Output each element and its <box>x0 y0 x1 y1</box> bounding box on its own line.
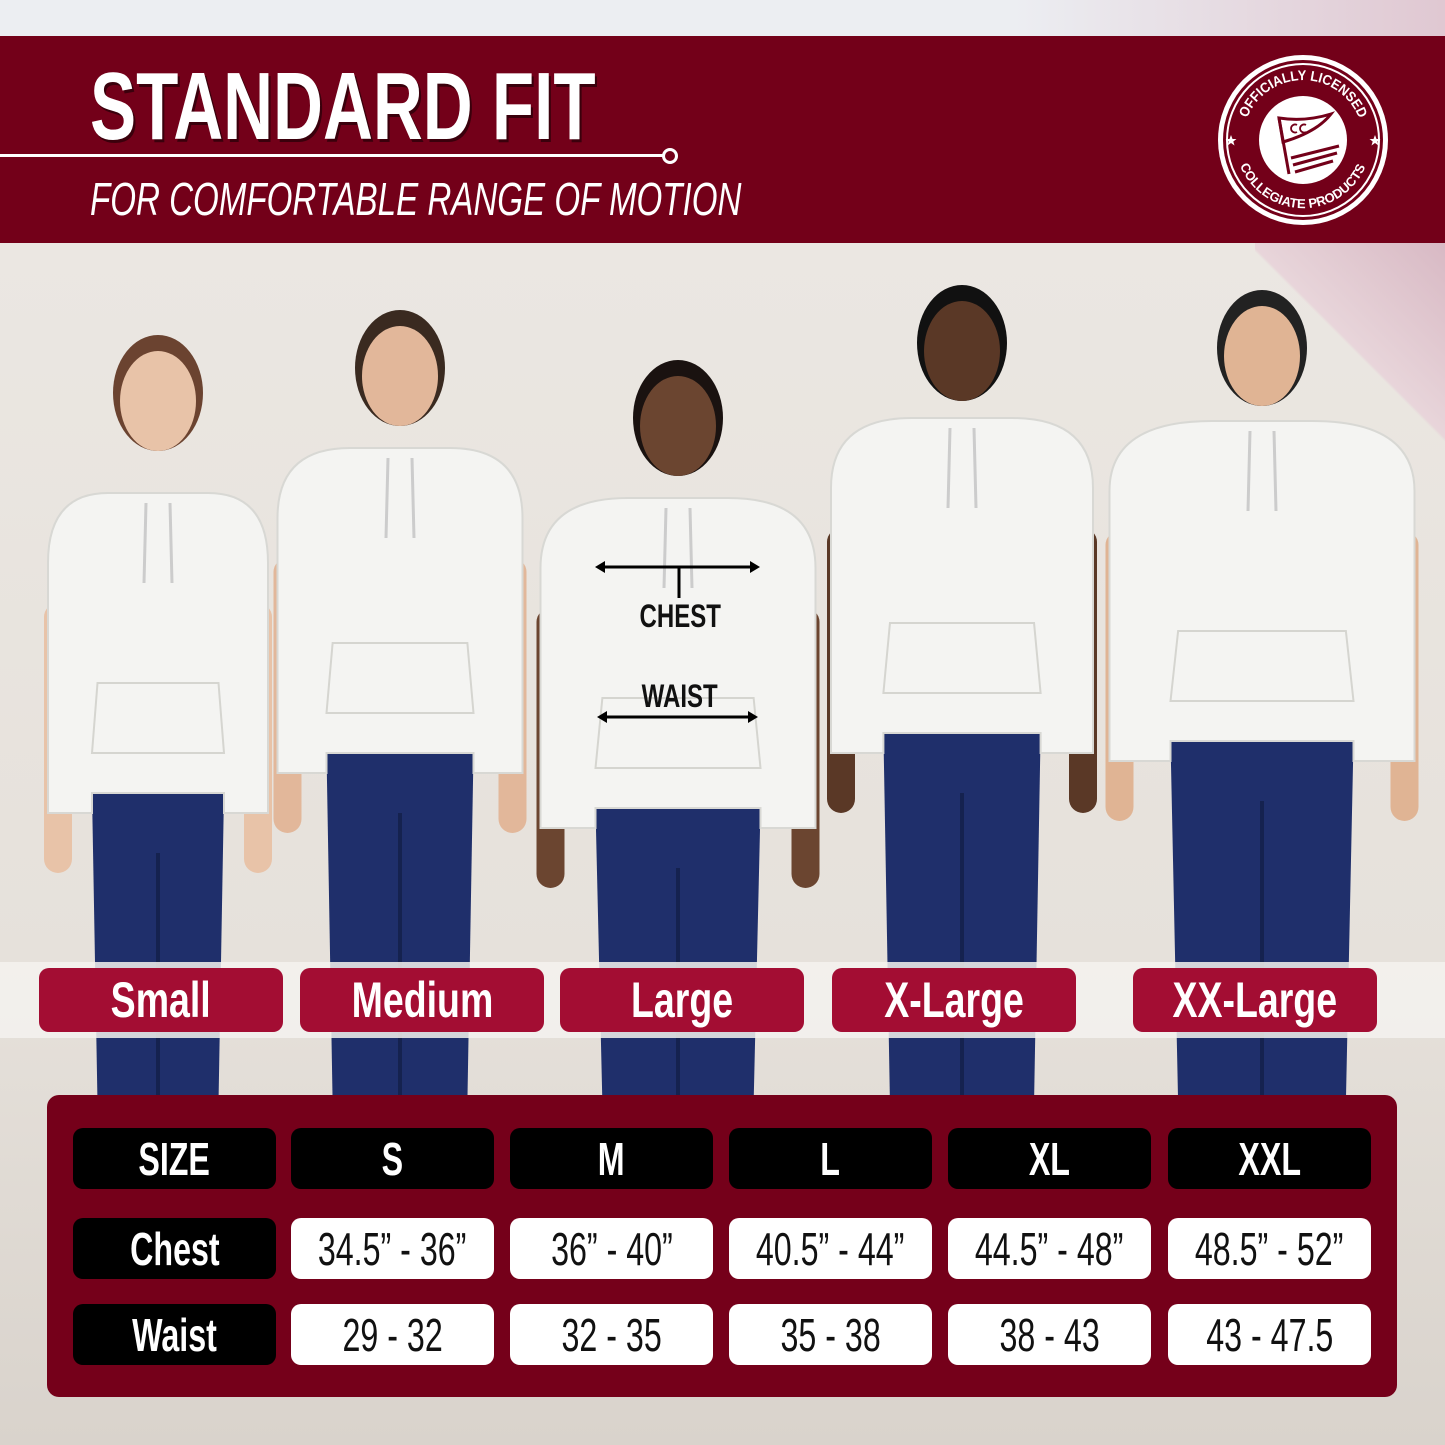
cell-text: XL <box>1028 1132 1071 1185</box>
cell-text: 43 - 47.5 <box>1205 1308 1334 1361</box>
table-value-cell: 38 - 43 <box>948 1304 1151 1365</box>
table-row-label: Chest <box>73 1218 276 1279</box>
size-label-text: XX-Large <box>1172 972 1338 1028</box>
size-label-x-large: X-Large <box>832 968 1076 1032</box>
cell-text: XXL <box>1238 1132 1301 1185</box>
table-header-cell: SIZE <box>73 1128 276 1189</box>
cc-monogram <box>1290 123 1307 134</box>
header-banner <box>0 36 1445 243</box>
cell-text: Chest <box>129 1222 220 1275</box>
table-value-cell: 44.5” - 48” <box>948 1218 1151 1279</box>
size-label-text: Large <box>630 972 734 1028</box>
model-2 <box>273 310 527 1103</box>
model-1 <box>44 335 272 1103</box>
chest-annotation: CHEST <box>600 598 760 635</box>
cell-text: 48.5” - 52” <box>1195 1222 1344 1275</box>
page-title-text: STANDARD FIT <box>90 53 596 160</box>
size-label-text: Small <box>110 972 212 1028</box>
table-header-cell: XL <box>948 1128 1151 1189</box>
size-label-medium: Medium <box>300 968 544 1032</box>
table-value-cell: 36” - 40” <box>510 1218 713 1279</box>
table-row-label: Waist <box>73 1304 276 1365</box>
cell-text: Waist <box>132 1308 217 1361</box>
cell-text: 44.5” - 48” <box>975 1222 1124 1275</box>
size-label-small: Small <box>39 968 283 1032</box>
cell-text: SIZE <box>138 1132 211 1185</box>
divider-dot <box>662 148 678 164</box>
page-title: STANDARD FIT <box>90 52 792 162</box>
cell-text: L <box>820 1132 841 1185</box>
cell-text: 35 - 38 <box>780 1308 881 1361</box>
star-icon <box>1225 135 1237 146</box>
table-value-cell: 43 - 47.5 <box>1168 1304 1371 1365</box>
table-header-cell: XXL <box>1168 1128 1371 1189</box>
cell-text: M <box>598 1132 625 1185</box>
size-label-text: Medium <box>351 972 493 1028</box>
cell-text: 29 - 32 <box>342 1308 443 1361</box>
cell-text: 32 - 35 <box>561 1308 662 1361</box>
measurement-arrows <box>595 561 760 723</box>
table-value-cell: 32 - 35 <box>510 1304 713 1365</box>
waist-annotation-text: WAIST <box>641 678 718 714</box>
table-value-cell: 34.5” - 36” <box>291 1218 494 1279</box>
table-value-cell: 35 - 38 <box>729 1304 932 1365</box>
subtitle: FOR COMFORTABLE RANGE OF MOTION <box>90 172 995 226</box>
waist-annotation: WAIST <box>600 678 760 715</box>
cell-text: 40.5” - 44” <box>756 1222 905 1275</box>
cell-text: 36” - 40” <box>550 1222 673 1275</box>
model-5 <box>1105 290 1419 1103</box>
table-header-cell: M <box>510 1128 713 1189</box>
table-value-cell: 40.5” - 44” <box>729 1218 932 1279</box>
cell-text: 38 - 43 <box>999 1308 1100 1361</box>
star-icon <box>1369 135 1381 146</box>
officially-licensed-seal-logo: OFFICIALLY LICENSED COLLEGIATE PRODUCTS <box>1218 55 1388 225</box>
size-label-text: X-Large <box>884 972 1024 1028</box>
cell-text: S <box>381 1132 404 1185</box>
table-header-cell: S <box>291 1128 494 1189</box>
subtitle-text: FOR COMFORTABLE RANGE OF MOTION <box>90 173 742 225</box>
size-label-large: Large <box>560 968 804 1032</box>
size-label-xx-large: XX-Large <box>1133 968 1377 1032</box>
models-illustration <box>44 285 1419 1103</box>
title-divider <box>0 154 668 157</box>
top-band <box>0 0 1445 36</box>
table-value-cell: 29 - 32 <box>291 1304 494 1365</box>
chest-annotation-text: CHEST <box>639 598 721 634</box>
cell-text: 34.5” - 36” <box>318 1222 467 1275</box>
table-value-cell: 48.5” - 52” <box>1168 1218 1371 1279</box>
table-header-cell: L <box>729 1128 932 1189</box>
